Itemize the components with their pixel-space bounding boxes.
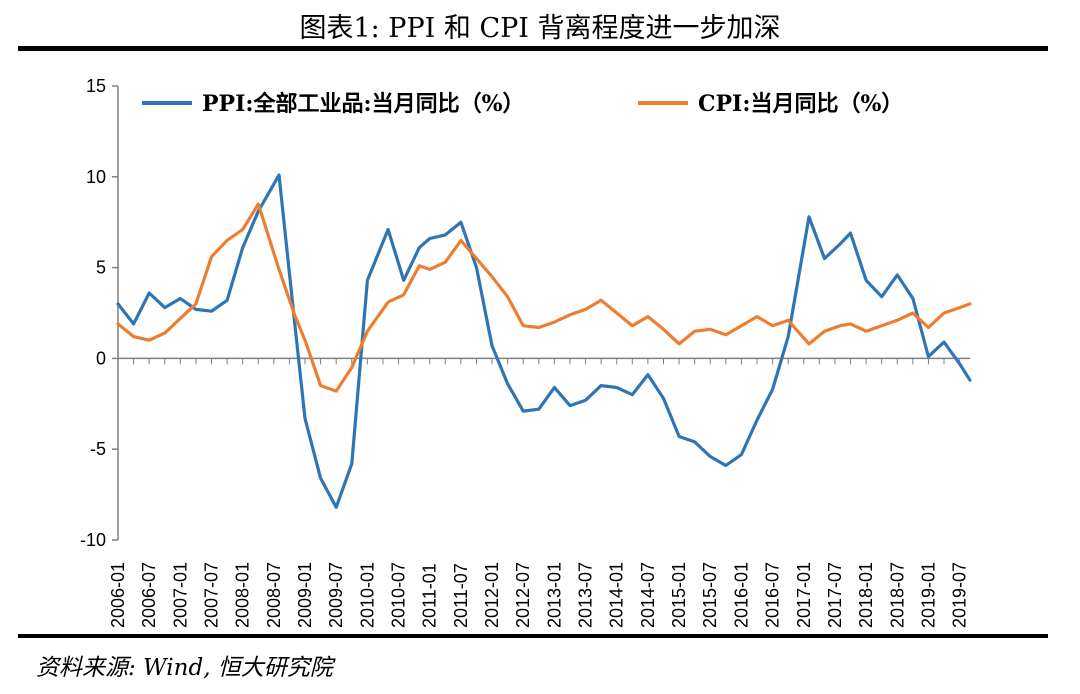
y-tick-label: 5 [96, 258, 106, 278]
x-tick-label: 2008-01 [233, 562, 253, 628]
cpi-legend-label: CPI:当月同比（%） [698, 91, 903, 117]
x-tick-label: 2015-07 [700, 562, 720, 628]
x-tick-label: 2018-07 [887, 562, 907, 628]
x-tick-label: 2016-07 [763, 562, 783, 628]
x-tick-label: 2012-01 [482, 562, 502, 628]
y-tick-label: -5 [90, 439, 106, 459]
x-tick-label: 2013-07 [576, 562, 596, 628]
cpi-series-line [116, 202, 972, 393]
x-tick-label: 2014-01 [607, 562, 627, 628]
x-tick-label: 2019-07 [950, 562, 970, 628]
x-tick-label: 2015-01 [669, 562, 689, 628]
x-tick-label: 2018-01 [856, 562, 876, 628]
x-tick-label: 2014-07 [638, 562, 658, 628]
title-rule [18, 46, 1048, 51]
chart-legend: PPI:全部工业品:当月同比（%） CPI:当月同比（%） [142, 91, 903, 117]
x-tick-label: 2006-07 [139, 562, 159, 628]
footer-rule [18, 634, 1048, 638]
y-tick-label: 15 [86, 76, 106, 96]
x-tick-label: 2010-01 [357, 562, 377, 628]
y-tick-label: 10 [86, 167, 106, 187]
source-note: 资料来源: Wind, 恒大研究院 [36, 655, 333, 681]
x-tick-label: 2006-01 [108, 562, 128, 628]
x-tick-label: 2013-01 [544, 562, 564, 628]
x-tick-label: 2011-01 [420, 563, 440, 628]
x-tick-label: 2017-01 [794, 562, 814, 628]
x-tick-label: 2012-07 [513, 562, 533, 628]
x-tick-label: 2016-01 [731, 562, 751, 628]
ppi-legend-label: PPI:全部工业品:当月同比（%） [202, 91, 525, 117]
x-tick-label: 2008-07 [264, 562, 284, 628]
y-tick-label: -10 [80, 530, 106, 550]
x-tick-label: 2007-01 [170, 562, 190, 628]
y-tick-label: 0 [96, 348, 106, 368]
ppi-series-line [116, 173, 972, 509]
x-tick-label: 2017-07 [825, 562, 845, 628]
series-layer [116, 173, 972, 509]
x-tick-label: 2019-01 [918, 562, 938, 628]
x-tick-label: 2009-01 [295, 562, 315, 628]
x-tick-label: 2011-07 [451, 563, 471, 628]
x-tick-label: 2010-07 [389, 562, 409, 628]
chart-title: 图表1: PPI 和 CPI 背离程度进一步加深 [299, 13, 781, 44]
x-tick-label: 2007-07 [202, 562, 222, 628]
x-tick-label: 2009-07 [326, 562, 346, 628]
